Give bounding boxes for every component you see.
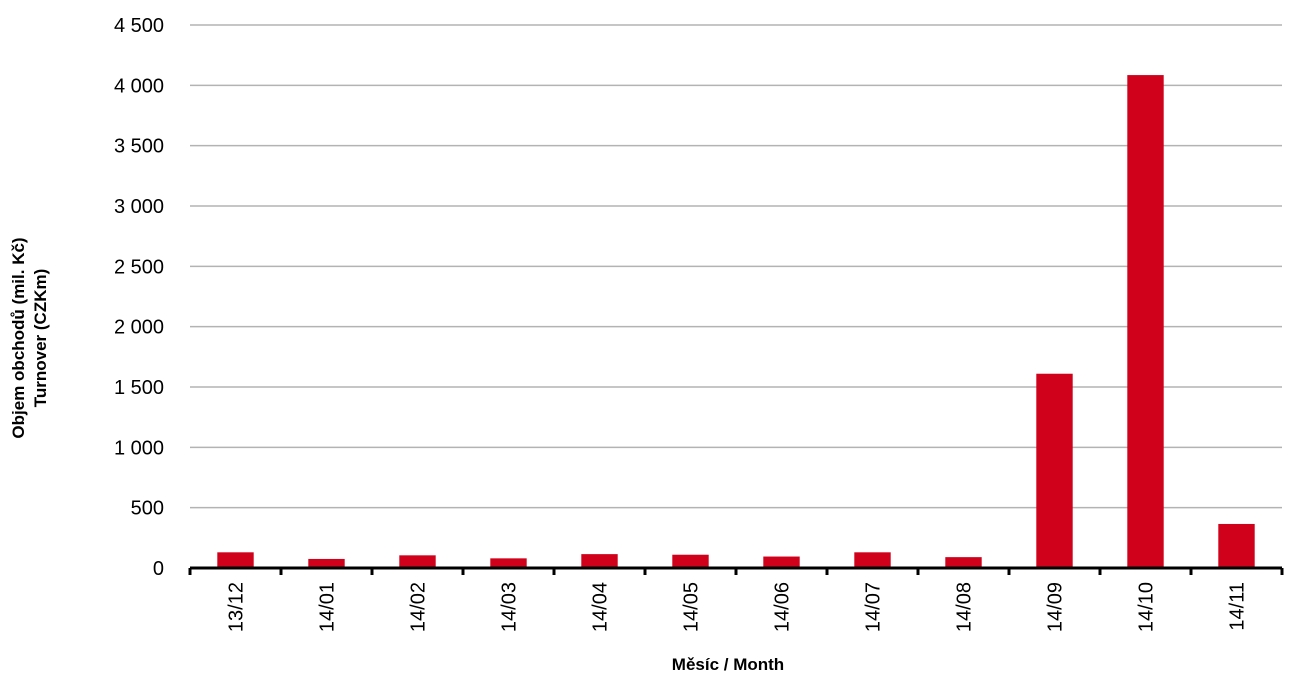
bar [399,555,436,568]
bar [217,552,254,568]
y-tick-label: 2 500 [114,256,164,278]
bar [763,556,800,568]
y-tick-label: 1 500 [114,377,164,399]
x-tick-label: 14/05 [681,582,703,632]
bar [581,554,618,568]
bars [217,75,1255,569]
x-axis-ticks: 13/12 14/01 14/02 14/03 14/04 14/05 14/06 14/07… [226,582,1249,632]
y-tick-label: 1 000 [114,437,164,459]
y-tick-label: 4 500 [114,15,164,37]
bar [672,554,709,568]
y-tick-label: 0 [153,558,164,580]
x-tick-label: 14/10 [1136,582,1158,632]
bar [1218,523,1255,568]
bar [854,552,891,568]
y-tick-label: 3 500 [114,136,164,158]
y-axis-title-line-2: Turnover (CZKm) [31,269,50,408]
bar [308,558,345,568]
bar [945,557,982,568]
x-tick-label: 14/02 [408,582,430,632]
x-axis [188,566,1284,575]
x-tick-label: 14/03 [499,582,521,632]
y-axis-title-line-1: Objem obchodů (mil. Kč) [9,237,28,438]
x-tick-label: 14/07 [863,582,885,632]
x-tick-label: 14/11 [1227,582,1249,631]
x-axis-title: Měsíc / Month [672,655,784,674]
y-axis-ticks: 0 500 1 000 1 500 2 000 2 500 3 000 3 500 4 000 4… [114,15,164,580]
y-tick-label: 3 000 [114,196,164,218]
bar [1036,373,1073,568]
x-tick-label: 13/12 [226,582,248,632]
bar [1127,75,1164,569]
x-tick-label: 14/01 [317,582,339,632]
bar [490,558,527,568]
x-tick-label: 14/09 [1045,582,1067,632]
y-tick-label: 500 [131,498,164,520]
x-tick-label: 14/06 [772,582,794,632]
gridlines [190,24,1282,509]
y-tick-label: 2 000 [114,317,164,339]
x-tick-label: 14/04 [590,582,612,632]
y-tick-label: 4 000 [114,75,164,97]
x-tick-label: 14/08 [954,582,976,632]
